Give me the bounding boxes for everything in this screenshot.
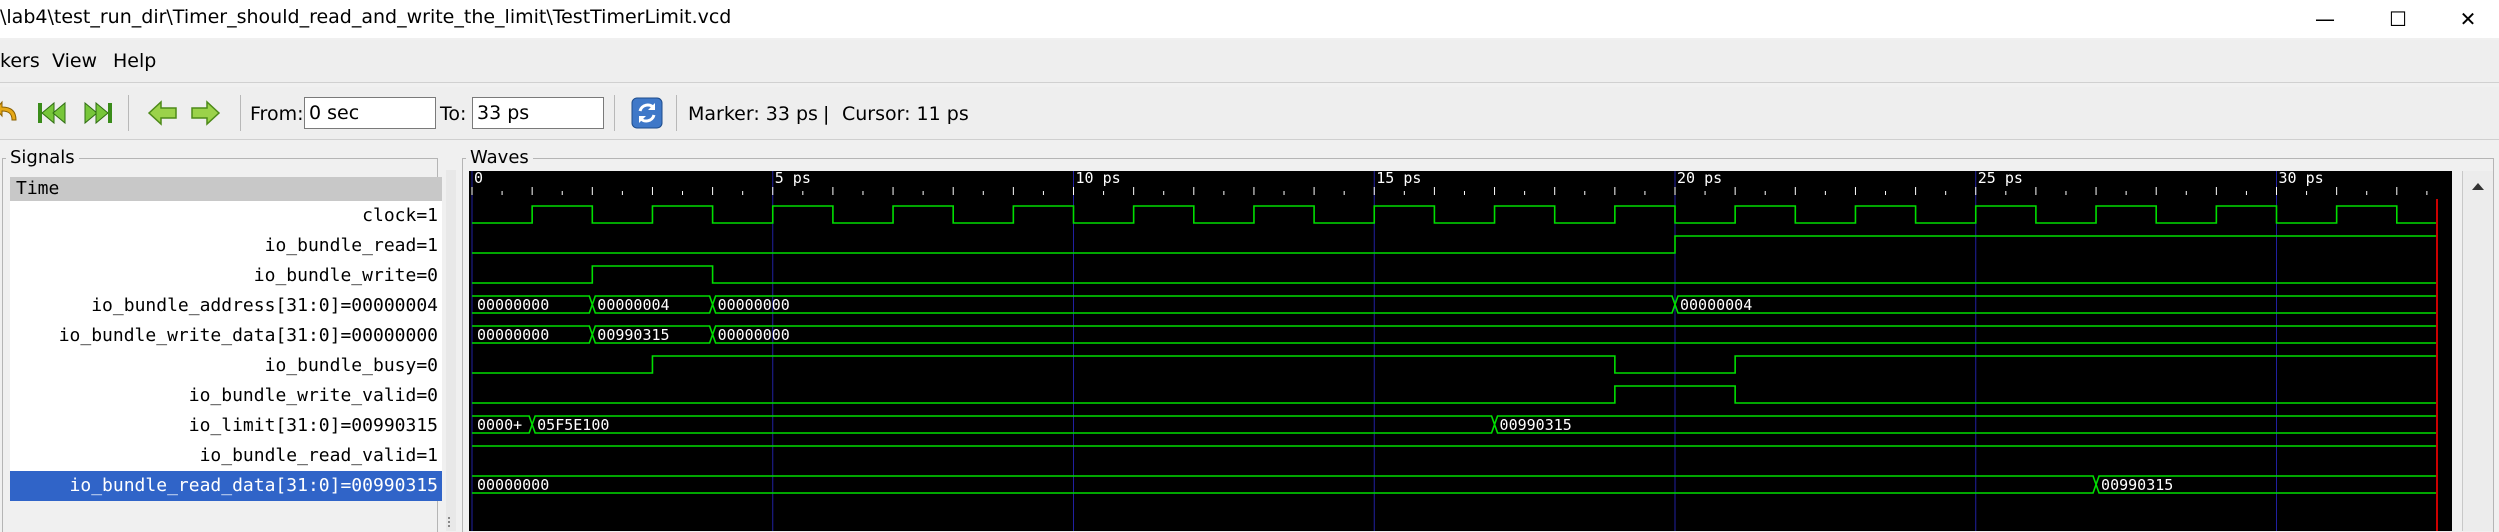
signals-scrollbar[interactable]: [446, 170, 456, 531]
zoom-end-button[interactable]: [80, 97, 114, 129]
maximize-button[interactable]: ☐: [2363, 0, 2433, 38]
signals-header-time: Time: [16, 178, 60, 199]
bus-value-label: 0000+: [477, 416, 522, 434]
reload-icon: [631, 97, 663, 129]
reload-button[interactable]: [630, 97, 664, 129]
bus-segment-io_limit: [472, 415, 533, 434]
waves-vertical-scrollbar[interactable]: [2462, 171, 2493, 531]
marker-readout: Marker: 33 ps: [688, 103, 818, 125]
wave-io_bundle_busy: [472, 355, 2437, 374]
time-tick-label: 15 ps: [1376, 171, 1421, 187]
to-input[interactable]: [472, 97, 604, 129]
bus-segment-io_bundle_address: [711, 295, 1676, 314]
signal-row-io-bundle-busy[interactable]: io_bundle_busy=0: [10, 351, 442, 381]
signal-row-io-bundle-write[interactable]: io_bundle_write=0: [10, 261, 442, 291]
bus-value-label: 00000000: [477, 326, 549, 344]
prev-button[interactable]: [146, 97, 180, 129]
signal-row-clock[interactable]: clock=1: [10, 201, 442, 231]
bus-segment-io_bundle_write_data: [472, 325, 594, 344]
bus-segment-io_bundle_write_data: [591, 325, 714, 344]
signal-row-io-bundle-write-valid[interactable]: io_bundle_write_valid=0: [10, 381, 442, 411]
from-input[interactable]: [304, 97, 436, 129]
right-arrow-icon: [191, 100, 221, 126]
time-tick-label: 10 ps: [1076, 171, 1121, 187]
bus-segment-io_bundle_write_data: [711, 325, 2437, 344]
window-title: \lab4\test_run_dir\Timer_should_read_and…: [0, 6, 732, 28]
bus-value-label: 00000004: [597, 296, 669, 314]
to-label: To:: [440, 103, 467, 125]
bus-value-label: 00000000: [477, 476, 549, 494]
menu-bar: kers View Help: [0, 40, 2499, 83]
wave-io_bundle_write: [472, 265, 2437, 284]
waves-frame: [462, 158, 2494, 532]
wave-io_bundle_read: [472, 235, 2437, 254]
undo-icon: [0, 100, 17, 121]
signals-panel-title: Signals: [6, 147, 79, 168]
wave-clock: [472, 205, 2437, 224]
menu-markers[interactable]: kers: [0, 50, 40, 72]
time-tick-label: 5 ps: [775, 171, 811, 187]
signal-row-io-bundle-write-data[interactable]: io_bundle_write_data[31:0]=00000000: [10, 321, 442, 351]
bus-segment-io_bundle_address: [591, 295, 714, 314]
readout-separator: |: [823, 103, 830, 125]
bus-value-label: 00000000: [718, 326, 790, 344]
bus-value-label: 00990315: [1500, 416, 1572, 434]
zoom-to-start-icon: [38, 101, 66, 125]
wave-io_bundle_write_valid: [472, 385, 2437, 404]
next-button[interactable]: [188, 97, 222, 129]
undo-button[interactable]: [0, 97, 26, 129]
menu-help[interactable]: Help: [113, 50, 157, 72]
minimize-icon: —: [2315, 7, 2335, 31]
signal-row-io-limit[interactable]: io_limit[31:0]=00990315: [10, 411, 442, 441]
signal-row-io-bundle-read[interactable]: io_bundle_read=1: [10, 231, 442, 261]
splitter-grip-icon: [448, 517, 456, 527]
bus-value-label: 05F5E100: [537, 416, 609, 434]
time-tick-label: 20 ps: [1677, 171, 1722, 187]
zoom-to-end-icon: [84, 101, 112, 125]
toolbar: From: To: Marker: 33 ps | Cursor: 11 ps: [0, 87, 2499, 140]
bus-segment-io_limit: [1493, 415, 2437, 434]
title-bar: \lab4\test_run_dir\Timer_should_read_and…: [0, 0, 2499, 38]
minimize-button[interactable]: —: [2290, 0, 2360, 38]
close-icon: ✕: [2459, 7, 2477, 31]
signal-row-io-bundle-address[interactable]: io_bundle_address[31:0]=00000004: [10, 291, 442, 321]
from-label: From:: [250, 103, 304, 125]
signals-header: Time: [10, 177, 442, 201]
bus-value-label: 00990315: [597, 326, 669, 344]
bus-segment-io_bundle_address: [472, 295, 594, 314]
bus-segment-io_bundle_read_data: [2095, 475, 2437, 494]
time-tick-label: 30 ps: [2279, 171, 2324, 187]
waves-panel-title: Waves: [466, 147, 533, 168]
bus-value-label: 00000000: [477, 296, 549, 314]
bus-value-label: 00000004: [1680, 296, 1752, 314]
signal-row-io-bundle-read-data[interactable]: io_bundle_read_data[31:0]=00990315: [10, 471, 442, 501]
left-arrow-icon: [147, 100, 177, 126]
menu-view[interactable]: View: [52, 50, 98, 72]
waveform-canvas[interactable]: 0 5 ps 10 ps 15 ps 20 ps 25 ps 30 ps 00000000 00…: [469, 171, 2452, 531]
time-tick-label: 0: [474, 171, 483, 187]
bus-segment-io_bundle_read_data: [472, 475, 2097, 494]
scroll-up-icon: [2472, 183, 2484, 190]
zoom-start-button[interactable]: [36, 97, 70, 129]
close-button[interactable]: ✕: [2433, 0, 2499, 38]
bus-value-label: 00990315: [2101, 476, 2173, 494]
time-tick-label: 25 ps: [1978, 171, 2023, 187]
maximize-icon: ☐: [2389, 7, 2407, 31]
cursor-readout: Cursor: 11 ps: [842, 103, 969, 125]
bus-segment-io_bundle_address: [1674, 295, 2437, 314]
signal-row-io-bundle-read-valid[interactable]: io_bundle_read_valid=1: [10, 441, 442, 471]
bus-value-label: 00000000: [718, 296, 790, 314]
bus-segment-io_limit: [531, 415, 1496, 434]
